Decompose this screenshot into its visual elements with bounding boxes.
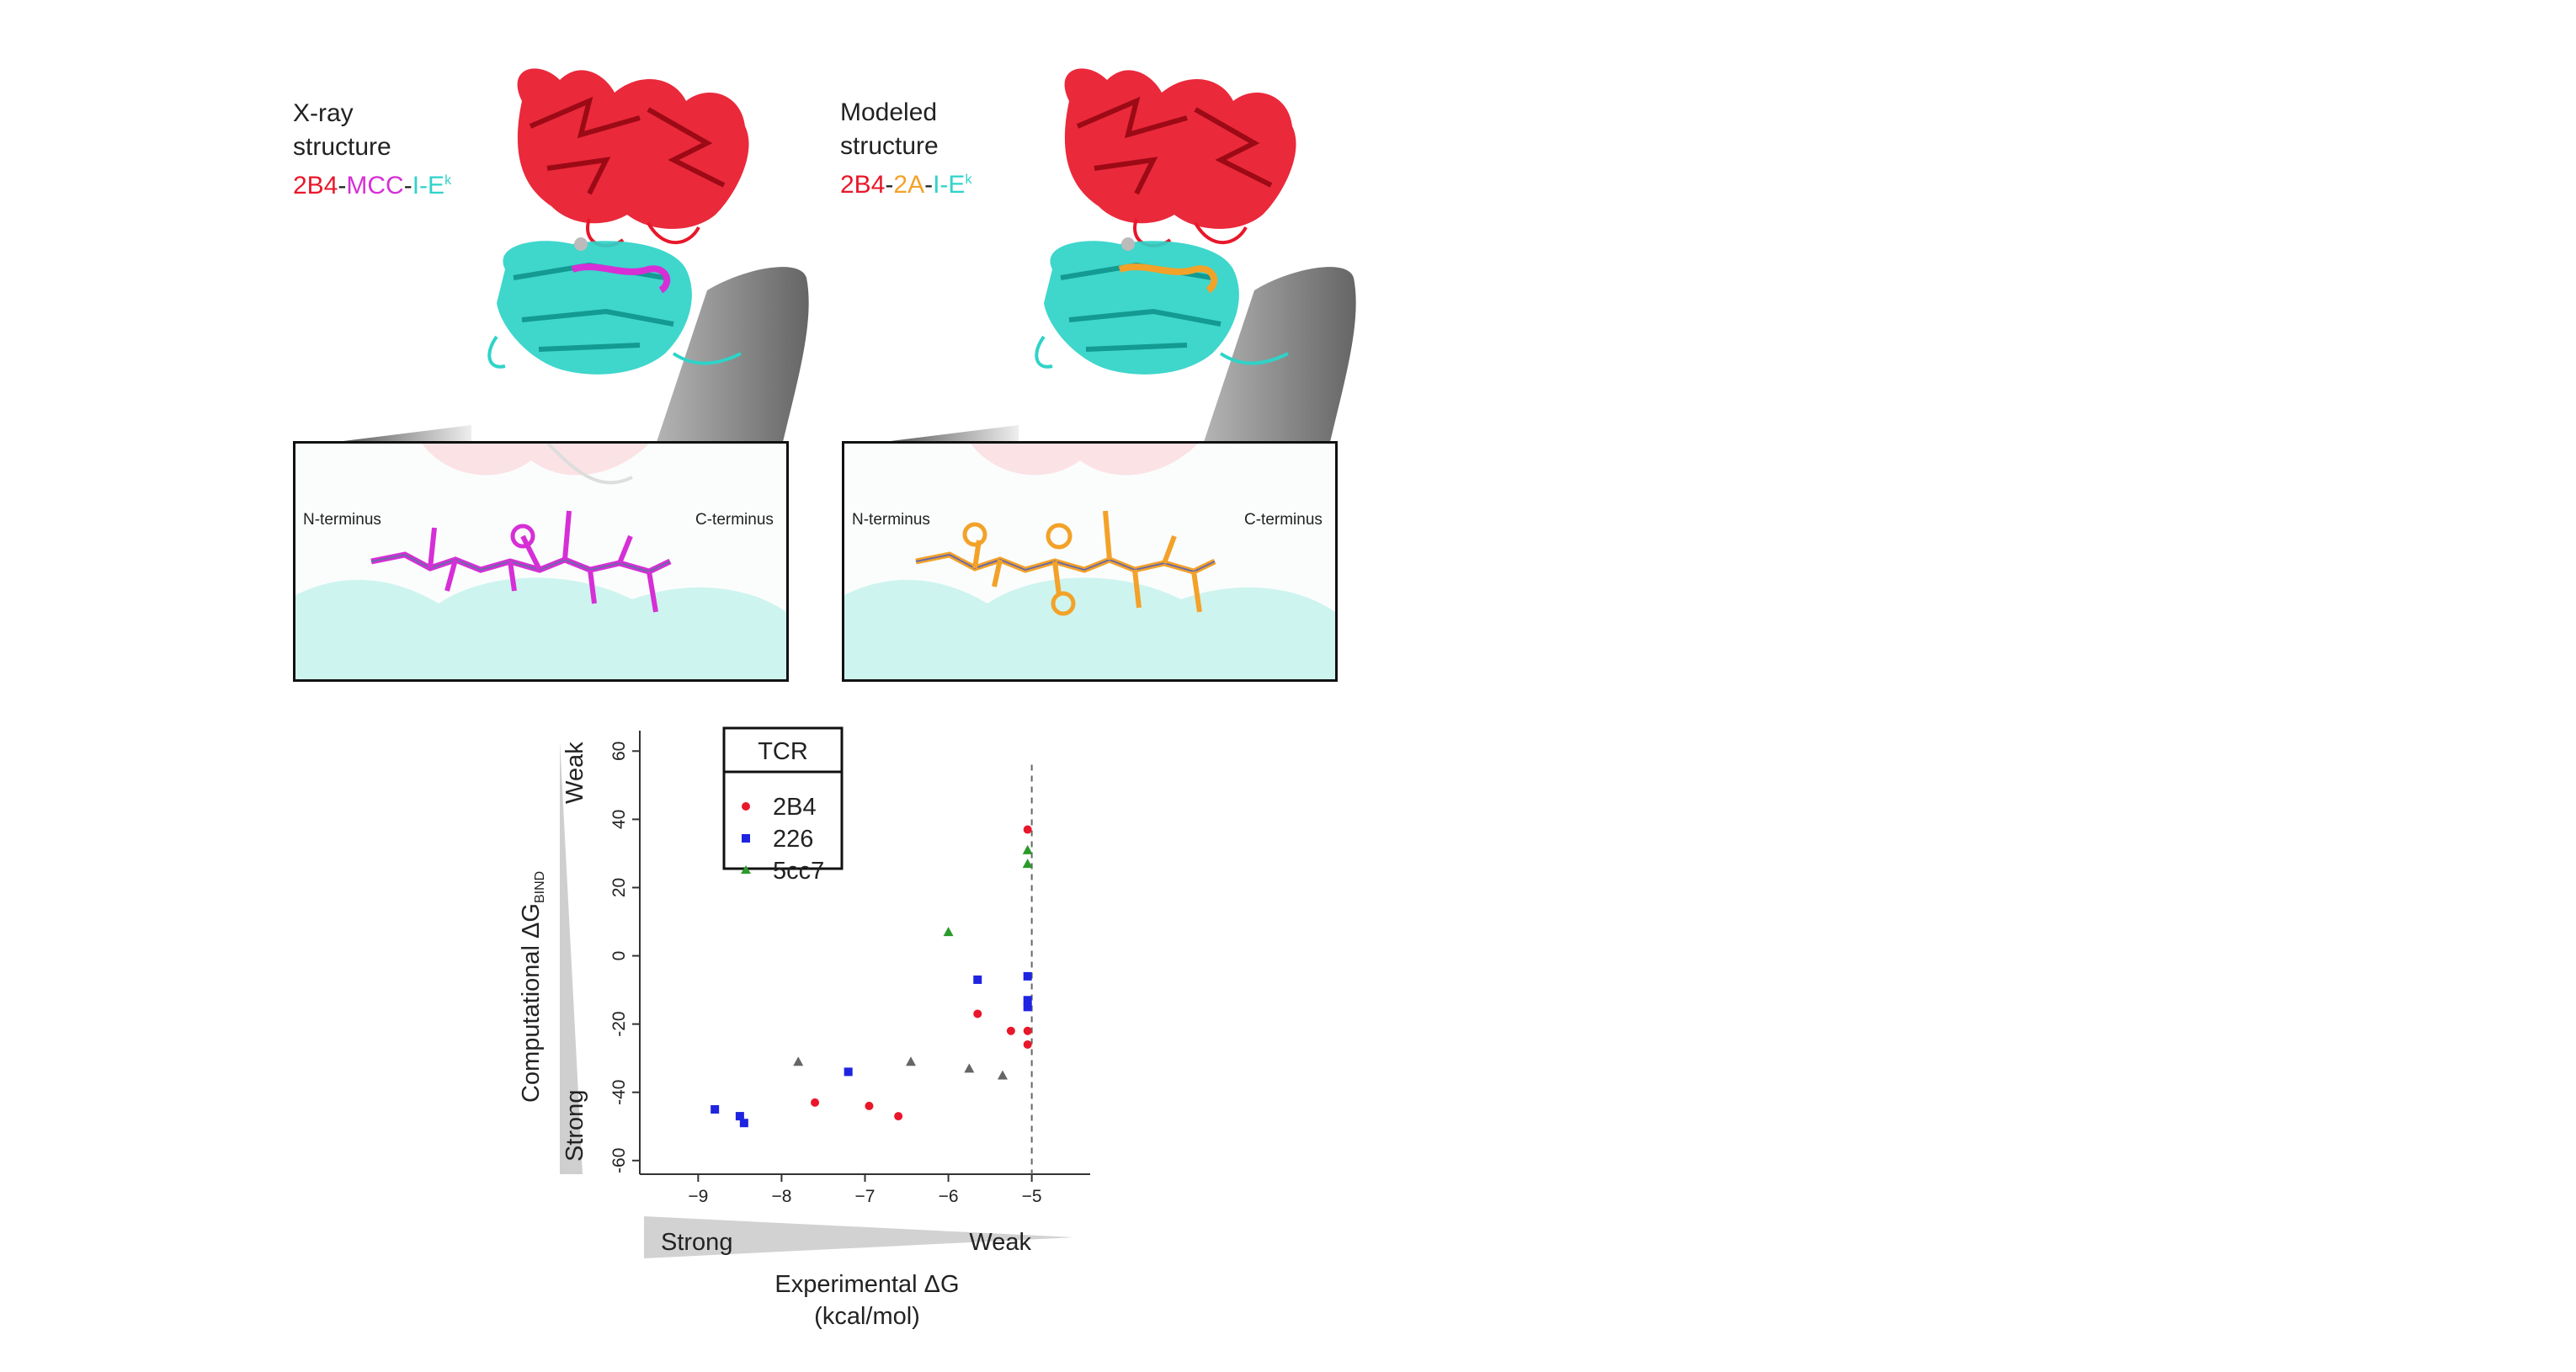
data-point-2b4 (1023, 1040, 1032, 1049)
c-terminus-label: C-terminus (1244, 511, 1323, 529)
xray-label-line1: X-ray (293, 99, 354, 127)
y-ticks: 60 40 20 0 -20 -40 -60 (609, 742, 640, 1173)
data-point-unlabeled (997, 1070, 1008, 1080)
n-terminus-label: N-terminus (303, 511, 381, 529)
n-terminus-label: N-terminus (852, 511, 930, 529)
separator: - (403, 172, 412, 199)
data-point-226 (1023, 996, 1032, 1005)
data-point-2b4 (894, 1112, 903, 1121)
data-point-5cc7 (1022, 844, 1033, 854)
modeled-protein-ribbon (884, 68, 1356, 442)
data-point-2b4 (1006, 1026, 1015, 1035)
legend: TCR 2B4 226 5cc7 (722, 726, 844, 885)
binding-energy-scatter-chart: Weak Strong Computational ΔGBIND Strong … (518, 726, 1090, 1330)
y-axis-label-sub: BIND (533, 871, 547, 903)
y-strong-label: Strong (562, 1090, 588, 1162)
peptide-name: MCC (346, 172, 404, 199)
separator: - (924, 171, 934, 199)
mhc-superscript: k (444, 173, 452, 188)
x-tick-label: −9 (688, 1187, 708, 1206)
data-point-226 (711, 1104, 720, 1114)
xray-label-line2: structure (293, 133, 391, 161)
data-point-2b4 (1023, 825, 1032, 834)
xray-protein-ribbon (337, 68, 809, 442)
x-weak-label: Weak (969, 1229, 1031, 1256)
x-strength-wedge (644, 1216, 1073, 1258)
legend-marker-5cc7 (741, 865, 751, 874)
legend-marker-2b4 (742, 802, 750, 811)
data-point-226 (735, 1112, 744, 1121)
data-point-2b4 (973, 1009, 982, 1018)
data-point-2b4 (1023, 1026, 1032, 1035)
separator: - (885, 171, 894, 199)
c-terminus-label: C-terminus (695, 511, 774, 529)
xray-peptide-inset: N-terminus C-terminus (293, 441, 789, 682)
modeled-complex-label: 2B4-2A-I-Ek (840, 163, 971, 202)
y-weak-label: Weak (562, 742, 588, 804)
data-point-226 (1023, 971, 1032, 981)
y-tick-label: -60 (609, 1148, 629, 1173)
separator: - (338, 172, 347, 199)
modeled-label-line1: Modeled (840, 98, 938, 126)
peptide-name: 2A (893, 171, 925, 199)
x-axis-label-line1: Experimental ΔG (774, 1271, 959, 1298)
data-point-2b4 (865, 1101, 874, 1110)
y-tick-label: 0 (609, 951, 629, 961)
x-ticks: −9 −8 −7 −6 −5 (688, 1174, 1042, 1206)
y-tick-label: -20 (609, 1011, 629, 1036)
data-point-5cc7 (1022, 859, 1033, 869)
y-tick-label: 40 (609, 810, 629, 829)
x-tick-label: −8 (771, 1187, 791, 1206)
legend-label-5cc7: 5cc7 (773, 858, 824, 885)
x-tick-label: −7 (855, 1187, 876, 1206)
y-tick-label: -40 (609, 1080, 629, 1105)
x-tick-label: −5 (1022, 1187, 1042, 1206)
legend-title: TCR (758, 738, 808, 765)
x-axis-label-line2: (kcal/mol) (814, 1303, 920, 1330)
legend-marker-226 (742, 834, 750, 843)
data-point-2b4 (811, 1098, 820, 1107)
y-tick-label: 60 (609, 742, 629, 761)
data-point-226 (739, 1119, 748, 1128)
modeled-peptide-illustration (844, 444, 1335, 679)
tcr-name: 2B4 (840, 171, 886, 199)
x-tick-label: −6 (939, 1187, 959, 1206)
y-strength-wedge (560, 741, 583, 1174)
legend-title-box (722, 726, 844, 774)
modeled-peptide-inset: N-terminus C-terminus (842, 441, 1338, 682)
legend-body-box (722, 770, 844, 870)
mhc-name: I-E (412, 172, 445, 199)
protein-structure-illustrations (337, 68, 1356, 442)
data-point-5cc7 (943, 927, 954, 937)
data-point-unlabeled (905, 1056, 916, 1066)
data-point-226 (973, 975, 982, 984)
y-axis-label-main: Computational ΔG (518, 903, 545, 1103)
tcr-name: 2B4 (293, 172, 338, 199)
xray-complex-label: 2B4-MCC-I-Ek (293, 164, 451, 203)
data-point-226 (844, 1067, 853, 1077)
modeled-structure-label: Modeled structure 2B4-2A-I-Ek (840, 96, 971, 202)
data-point-unlabeled (793, 1056, 804, 1066)
x-strong-label: Strong (661, 1229, 732, 1256)
legend-label-226: 226 (773, 826, 813, 853)
data-points (711, 825, 1033, 1128)
xray-peptide-illustration (295, 444, 786, 679)
y-tick-label: 20 (609, 878, 629, 897)
xray-structure-label: X-ray structure 2B4-MCC-I-Ek (293, 97, 451, 203)
mhc-name: I-E (933, 171, 966, 199)
data-point-unlabeled (964, 1063, 975, 1073)
modeled-label-line2: structure (840, 132, 939, 160)
legend-label-2b4: 2B4 (773, 794, 817, 821)
mhc-superscript: k (965, 173, 972, 187)
y-axis-label: Computational ΔGBIND (518, 871, 547, 1103)
data-point-226 (1023, 1002, 1032, 1012)
